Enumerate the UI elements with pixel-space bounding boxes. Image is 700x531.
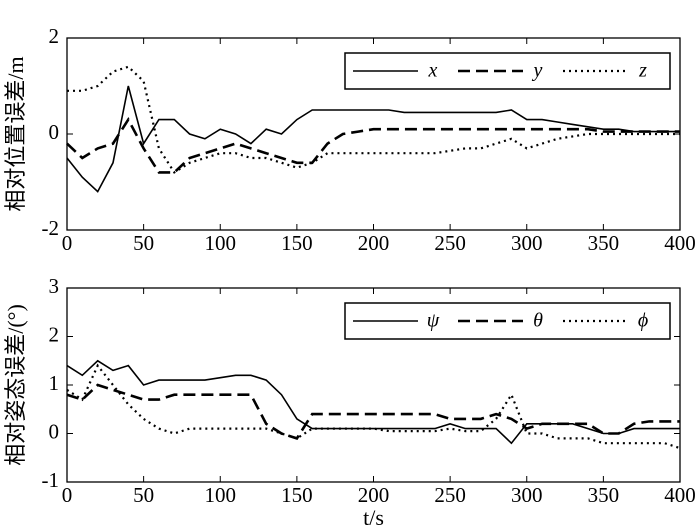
data-line: [66, 363, 681, 450]
y-tick-label: 1: [49, 371, 60, 395]
x-axis-label: t/s: [363, 505, 384, 530]
legend-label: y: [532, 60, 543, 82]
x-tick-label: 350: [588, 231, 620, 255]
x-tick-label: 300: [511, 231, 543, 255]
x-tick-label: 0: [62, 231, 73, 255]
x-tick-label: 250: [434, 231, 466, 255]
legend-label: x: [428, 60, 438, 82]
y-tick-label: 2: [49, 322, 60, 346]
legend-label: ψ: [427, 310, 440, 332]
legend-label: θ: [533, 310, 543, 332]
y-tick-label: 0: [49, 120, 60, 144]
x-tick-label: 400: [664, 483, 696, 507]
x-tick-label: 300: [511, 483, 543, 507]
x-tick-label: 100: [205, 231, 237, 255]
x-tick-label: 200: [358, 483, 390, 507]
x-tick-label: 150: [281, 231, 313, 255]
legend-label: ϕ: [638, 310, 648, 332]
y-tick-label: 0: [49, 419, 60, 443]
data-line: [66, 117, 680, 174]
x-tick-label: 0: [62, 483, 73, 507]
y-tick-label: -2: [42, 216, 60, 240]
x-tick-label: 150: [281, 483, 313, 507]
data-line: [66, 359, 680, 445]
x-tick-label: 50: [133, 231, 154, 255]
y-tick-label: 2: [49, 24, 60, 48]
y-tick-label: -1: [42, 468, 60, 492]
data-line: [66, 383, 680, 440]
x-tick-label: 100: [205, 483, 237, 507]
x-tick-label: 400: [664, 231, 696, 255]
x-tick-label: 250: [434, 483, 466, 507]
x-tick-label: 50: [133, 483, 154, 507]
y-tick-label: 3: [49, 274, 60, 298]
x-tick-label: 350: [588, 483, 620, 507]
x-tick-label: 200: [358, 231, 390, 255]
y-axis-label: 相对位置误差/m: [3, 56, 28, 211]
y-axis-label: 相对姿态误差/(°): [3, 304, 28, 466]
data-line: [66, 85, 680, 193]
data-line: [67, 65, 680, 174]
legend-label: z: [638, 60, 647, 82]
